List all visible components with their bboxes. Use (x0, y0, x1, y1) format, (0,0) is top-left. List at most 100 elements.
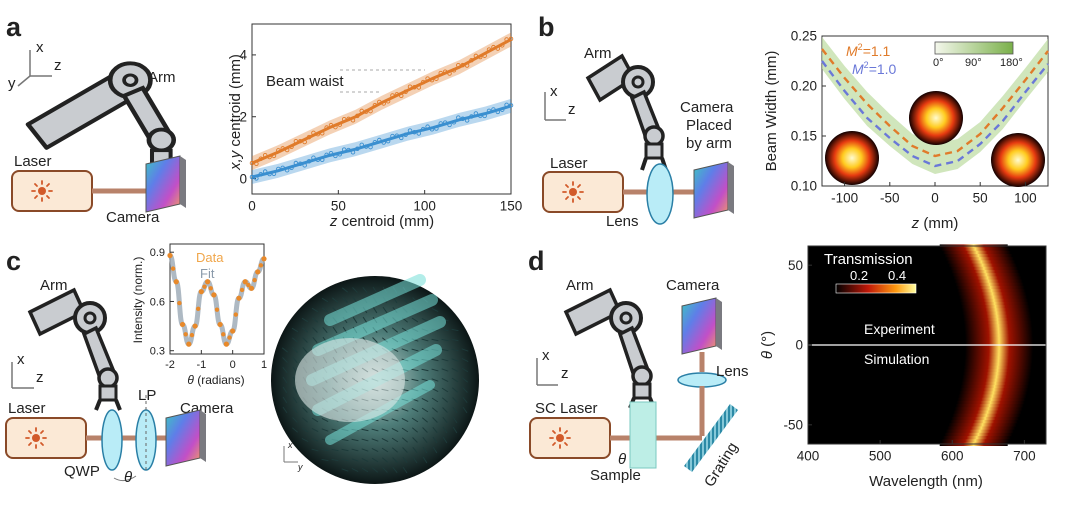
chart-a-point (276, 166, 281, 172)
vector-arrow (441, 338, 449, 342)
heatmap-row (959, 388, 1028, 392)
vector-arrow (402, 466, 408, 474)
chart-a-point (412, 129, 417, 135)
chart-c-data-point (167, 252, 173, 259)
vector-arrow (422, 446, 428, 454)
vector-arrow (431, 307, 439, 313)
chart-a-point (399, 135, 404, 141)
vector-arrow (332, 326, 338, 334)
chart-c-data-point (223, 341, 229, 347)
chart-a-point (438, 70, 444, 76)
vector-arrow (331, 458, 339, 462)
vector-arrow (372, 306, 378, 314)
vector-arrow (442, 426, 448, 434)
chart-a-xtick-label: 0 (248, 199, 256, 214)
vector-arrow (451, 328, 459, 332)
vector-arrow (431, 338, 439, 342)
vector-arrow (311, 317, 319, 323)
chart-a-xtick-label: 100 (413, 199, 436, 214)
chart-a-point (403, 132, 408, 137)
panel-b: b x z Arm Laser Lens Camera Placed by ar… (538, 12, 1049, 232)
heatmap-row (964, 359, 1033, 363)
legend-m2-1.0: M2=1.0 (852, 60, 897, 77)
polarization-vector-field (271, 274, 479, 484)
chart-a-point (381, 101, 386, 106)
beam-spot-center (909, 91, 963, 145)
chart-b-series-0 (821, 48, 1049, 158)
vector-arrow (371, 457, 379, 463)
chart-c-data-point (179, 321, 186, 328)
chart-b-xtick-label: 100 (1014, 191, 1037, 206)
axis-x-label-a: x (36, 39, 44, 56)
robot-arm-b (585, 53, 668, 171)
vector-arrow (401, 427, 409, 433)
grating (684, 404, 738, 472)
chart-c-xtick-label: -2 (165, 359, 175, 371)
chart-a-ylabel: x,y centroid (mm) (227, 54, 244, 171)
axes-icon-d (536, 358, 558, 386)
chart-a-ytick-label: 4 (239, 48, 247, 63)
angle-tick-180: 180° (1000, 57, 1023, 69)
chart-a-point (293, 160, 299, 166)
chart-a-point (381, 140, 386, 145)
heatmap-row (955, 404, 1024, 408)
heatmap-row (964, 330, 1033, 335)
chart-b-band (822, 37, 1048, 174)
heatmap-row (965, 340, 1034, 344)
chart-a-point (434, 126, 439, 131)
axis-z-label-c: z (36, 369, 44, 386)
heatmap-row (962, 375, 1031, 379)
vector-arrow (292, 356, 298, 364)
chart-a-point (276, 148, 281, 153)
vector-arrow (292, 347, 298, 353)
chart-a-point (319, 131, 325, 136)
axis-z-label-a: z (54, 57, 62, 74)
vector-arrow (382, 306, 388, 314)
chart-a-point (434, 76, 439, 81)
label-camera-d: Camera (666, 277, 720, 294)
vector-arrow (411, 368, 419, 372)
panel-label-a: a (6, 12, 22, 42)
vector-arrow (282, 386, 288, 394)
vector-arrow (421, 368, 429, 372)
chart-d: Transmission 0.2 0.4 Experiment Simulati… (759, 244, 1047, 490)
chart-c-data-point (192, 323, 198, 329)
heatmap-row (954, 279, 1023, 284)
vector-arrow (291, 427, 299, 433)
chart-c-data-point (189, 332, 195, 338)
heatmap-row (948, 423, 1017, 427)
colorbar-tick-0.2: 0.2 (850, 268, 868, 283)
beam-spot-left (825, 131, 879, 185)
chart-a-point (341, 147, 347, 152)
chart-b-ylabel: Beam Width (mm) (763, 51, 780, 172)
vector-arrow (361, 428, 369, 432)
chart-a-point (350, 150, 356, 155)
heatmap-row (945, 257, 1014, 261)
panel-label-b: b (538, 12, 555, 42)
vector-axis-y: y (297, 462, 303, 472)
vector-arrow (391, 418, 399, 422)
vector-arrow (362, 286, 368, 294)
robot-arm-d (563, 287, 656, 409)
chart-a-point (359, 142, 364, 148)
vector-arrow (411, 378, 419, 382)
vector-arrow (301, 437, 309, 443)
vector-arrow (321, 417, 329, 423)
qwp-element (101, 409, 123, 471)
chart-c-data-point (233, 312, 238, 317)
vector-arrow (421, 317, 429, 323)
vector-arrow (302, 346, 308, 354)
vector-arrow (382, 467, 388, 473)
chart-a-point (508, 103, 514, 108)
vector-arrow (301, 327, 309, 333)
heatmap-row (964, 362, 1033, 367)
heatmap-row (953, 276, 1022, 280)
chart-d-xlabel: Wavelength (nm) (869, 473, 983, 490)
chart-a-point (258, 156, 264, 162)
vector-arrow (451, 358, 459, 362)
chart-c-data-point (252, 277, 257, 283)
chart-a-point (420, 126, 426, 132)
chart-c-data-point (236, 295, 242, 301)
chart-a-point (333, 153, 338, 159)
heatmap-row (952, 273, 1021, 277)
